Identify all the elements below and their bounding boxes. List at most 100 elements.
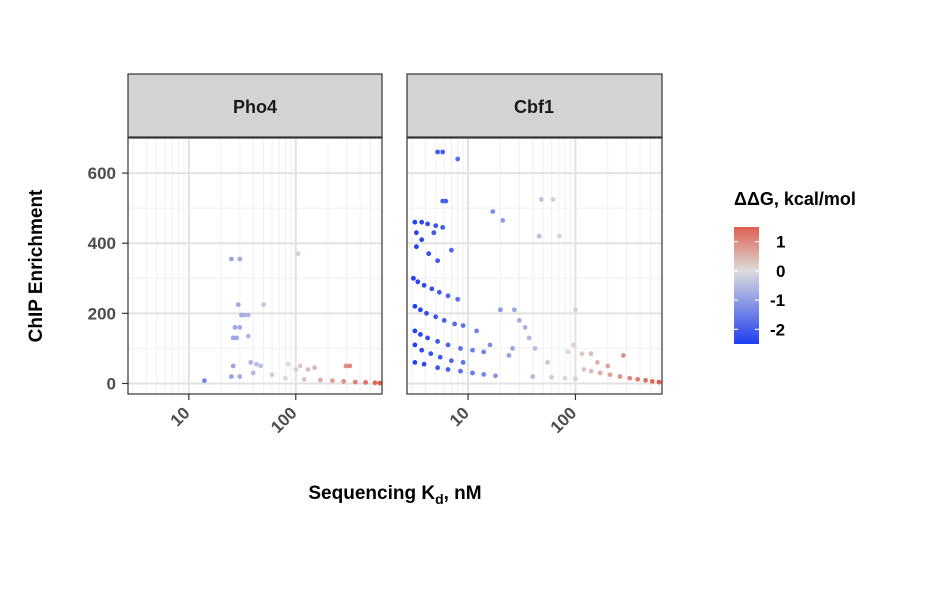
data-point <box>522 325 528 330</box>
x-tick-label: 100 <box>267 403 300 436</box>
data-point <box>440 149 446 155</box>
data-point <box>441 318 447 323</box>
panel-cbf1: Cbf1 10 100 <box>406 73 663 437</box>
panel-pho4: Pho4 10 100 <box>127 73 383 437</box>
y-axis-title: ChIP Enrichment <box>26 189 47 342</box>
data-point <box>470 370 475 376</box>
data-point <box>234 335 240 341</box>
data-point <box>595 360 600 365</box>
data-point <box>573 376 578 381</box>
data-point <box>301 376 307 382</box>
data-point <box>530 374 536 379</box>
data-point <box>312 365 317 371</box>
data-point <box>428 351 434 357</box>
data-point <box>581 367 587 372</box>
data-point <box>458 368 463 374</box>
data-point <box>449 247 454 253</box>
data-point <box>352 379 358 385</box>
data-point <box>421 361 427 367</box>
data-point <box>460 360 466 365</box>
data-point <box>474 328 479 334</box>
data-point <box>435 339 440 344</box>
x-tick-label: 10 <box>167 403 194 430</box>
strip-label-pho4: Pho4 <box>233 97 277 117</box>
data-point <box>526 335 532 341</box>
panel-border-pho4 <box>127 137 383 395</box>
data-point <box>318 377 323 383</box>
data-point <box>305 367 311 372</box>
data-point <box>579 351 585 357</box>
data-point <box>435 149 440 155</box>
data-point <box>419 237 425 243</box>
data-point <box>435 365 440 371</box>
data-point <box>635 376 641 382</box>
y-tick-label: 0 <box>107 374 116 393</box>
data-point <box>245 312 251 318</box>
data-point <box>421 282 427 288</box>
data-point <box>419 219 425 225</box>
points-pho4 <box>202 251 383 386</box>
data-point <box>545 360 550 365</box>
data-point <box>283 375 288 381</box>
data-point <box>498 307 503 313</box>
data-point <box>254 361 259 367</box>
x-tick-label: 100 <box>547 403 580 436</box>
data-point <box>412 328 418 334</box>
data-point <box>470 347 475 353</box>
data-point <box>285 361 291 367</box>
strip-pho4 <box>127 73 383 138</box>
data-point <box>436 289 442 295</box>
data-point <box>347 363 353 369</box>
data-point <box>588 368 594 374</box>
legend-label: -2 <box>770 320 785 339</box>
data-point <box>627 375 633 381</box>
x-axis-title-main: Sequencing K <box>308 483 435 504</box>
data-point <box>424 310 429 316</box>
data-point <box>230 363 236 369</box>
data-point <box>412 342 418 348</box>
strip-label-cbf1: Cbf1 <box>514 97 554 117</box>
x-ticks-cbf1: 10 100 <box>446 394 580 437</box>
data-point <box>372 380 378 386</box>
data-point <box>261 302 266 307</box>
data-point <box>412 303 418 309</box>
data-point <box>232 325 238 330</box>
grid-pho4 <box>128 137 382 394</box>
data-point <box>435 258 440 264</box>
data-point <box>536 233 542 239</box>
data-point <box>431 230 437 236</box>
data-point <box>429 286 435 292</box>
data-point <box>235 302 241 307</box>
data-point <box>565 349 571 355</box>
data-point <box>343 363 349 369</box>
data-point <box>607 372 613 378</box>
data-point <box>656 379 662 385</box>
data-point <box>377 380 383 386</box>
grid-cbf1 <box>407 137 662 394</box>
data-point <box>621 353 626 358</box>
x-axis-title-subscript: d <box>435 491 444 507</box>
data-point <box>649 379 655 384</box>
data-point <box>237 374 243 379</box>
x-tick-label: 10 <box>446 403 473 430</box>
data-point <box>617 374 623 379</box>
legend: ΔΔG, kcal/mol 1 0 -1 -2 <box>734 189 856 344</box>
data-point <box>458 346 463 351</box>
data-point <box>487 342 493 348</box>
legend-colorbar <box>734 227 759 344</box>
data-point <box>269 372 275 378</box>
panel-background <box>128 138 382 394</box>
data-point <box>411 275 416 281</box>
data-point <box>643 377 648 383</box>
data-point <box>418 307 423 313</box>
data-point <box>452 321 457 327</box>
data-point <box>449 358 454 364</box>
data-point <box>250 370 256 376</box>
y-tick-label: 400 <box>88 234 116 253</box>
data-point <box>588 351 594 357</box>
data-point <box>230 335 236 341</box>
data-point <box>425 335 430 341</box>
legend-label: -1 <box>770 291 785 310</box>
data-point <box>229 374 234 379</box>
data-point <box>510 346 515 351</box>
